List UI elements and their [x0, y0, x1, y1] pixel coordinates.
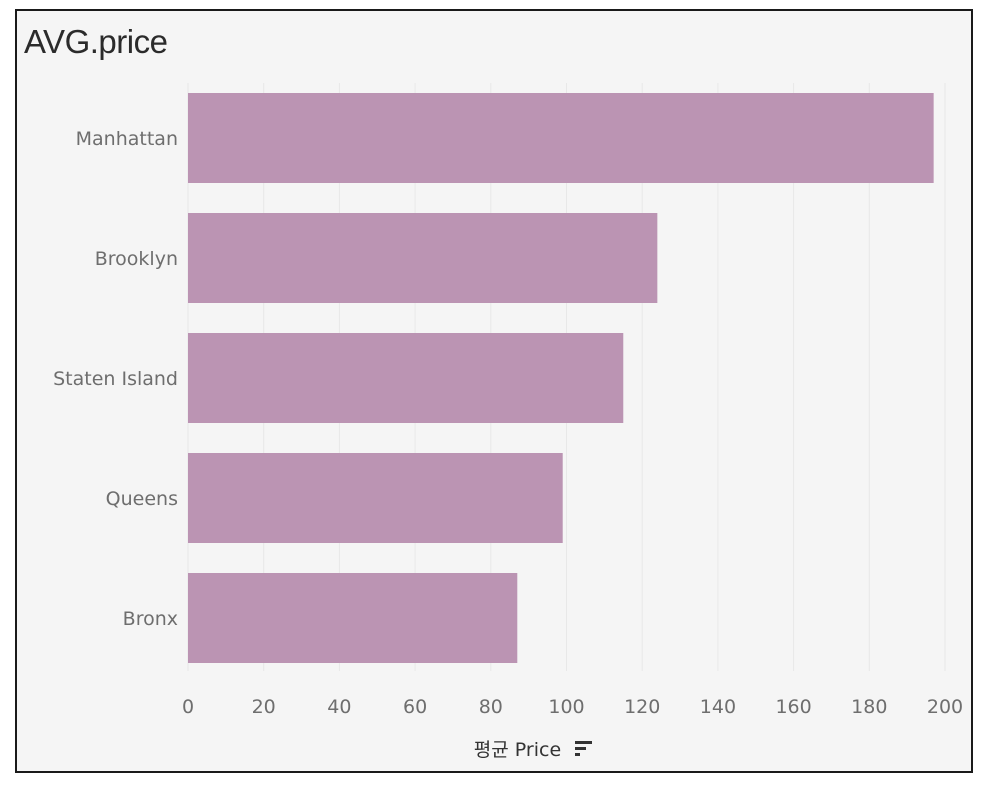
x-tick-label: 160	[775, 696, 811, 718]
x-tick-label: 200	[927, 696, 963, 718]
category-label: Queens	[106, 488, 178, 510]
bar-manhattan[interactable]	[188, 93, 934, 183]
x-tick-label: 100	[548, 696, 584, 718]
x-tick-label: 40	[327, 696, 351, 718]
bar-staten-island[interactable]	[188, 333, 623, 423]
category-label: Staten Island	[53, 368, 178, 390]
x-tick-label: 20	[252, 696, 276, 718]
x-tick-label: 0	[182, 696, 194, 718]
bar-brooklyn[interactable]	[188, 213, 657, 303]
sort-descending-icon[interactable]	[575, 741, 592, 756]
chart-panel: AVG.price Manhattan Brooklyn Staten Island…	[15, 9, 973, 773]
x-tick-label: 140	[700, 696, 736, 718]
x-axis-title: 평균 Price	[17, 735, 975, 762]
x-tick-label: 120	[624, 696, 660, 718]
x-tick-label: 80	[479, 696, 503, 718]
bar-chart: Manhattan Brooklyn Staten Island Queens Bron…	[17, 11, 975, 775]
x-axis-title-label: 평균 Price	[474, 739, 561, 761]
category-label: Manhattan	[76, 128, 178, 150]
bar-bronx[interactable]	[188, 573, 517, 663]
x-tick-label: 180	[851, 696, 887, 718]
bar-queens[interactable]	[188, 453, 563, 543]
category-label: Brooklyn	[95, 248, 178, 270]
x-tick-label: 60	[403, 696, 427, 718]
category-label: Bronx	[123, 608, 178, 630]
